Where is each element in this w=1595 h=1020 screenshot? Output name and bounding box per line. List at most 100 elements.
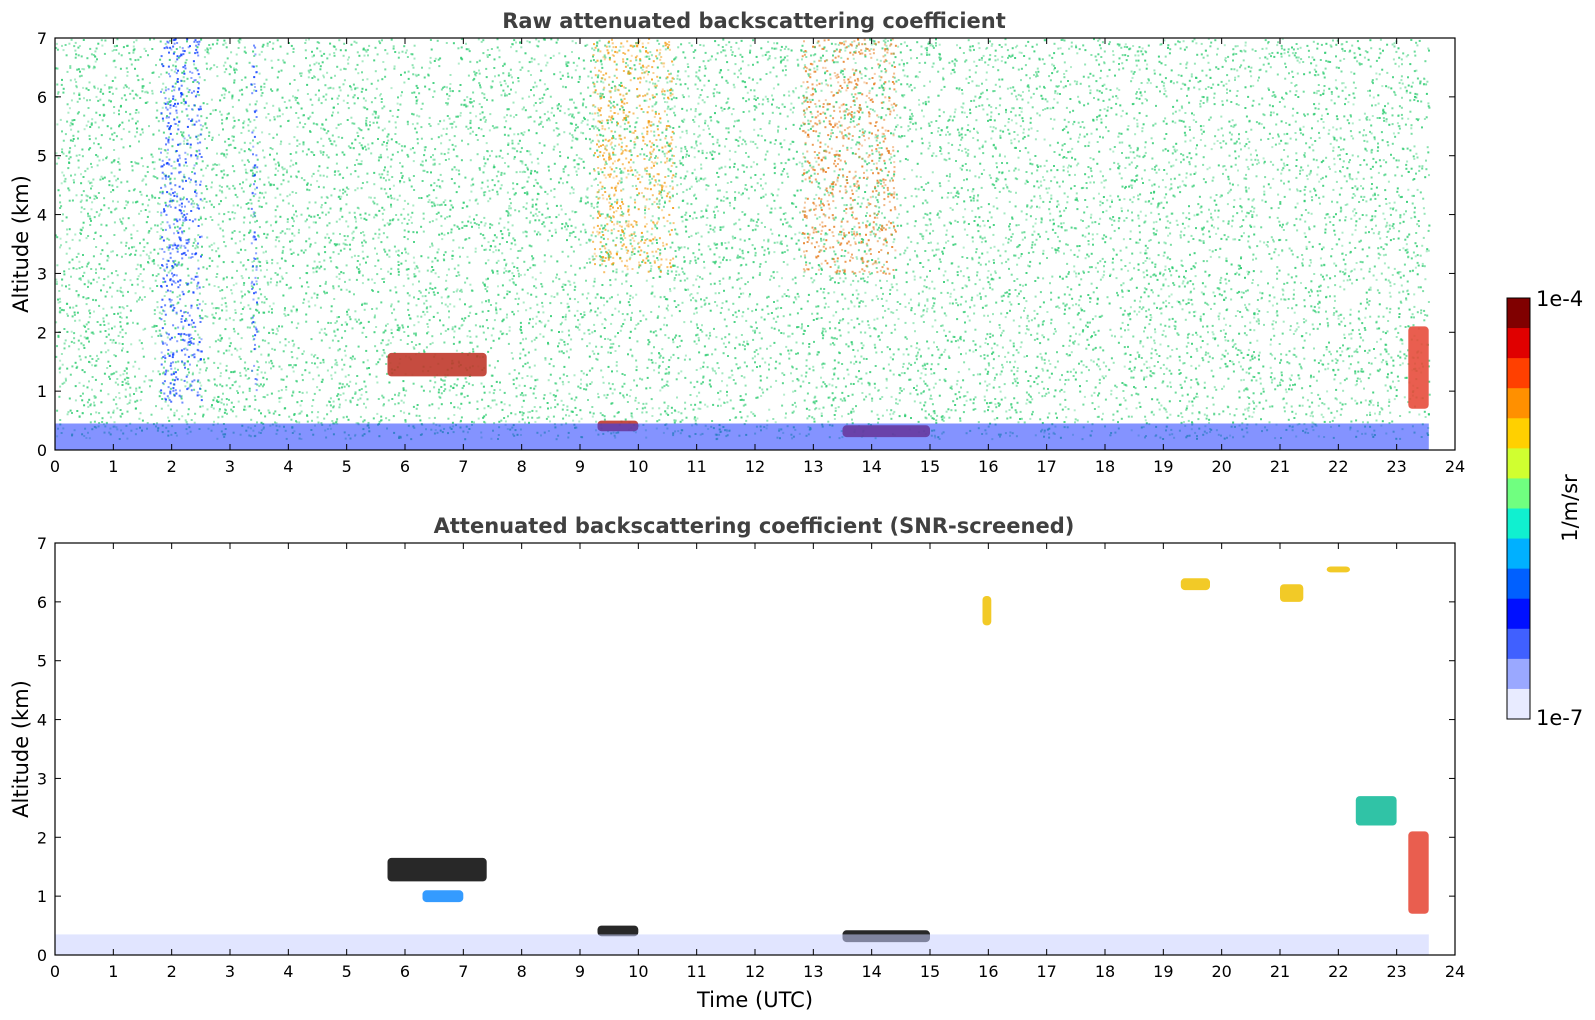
- noise-speck: [1305, 413, 1308, 416]
- noise-speck: [158, 203, 161, 206]
- noise-speck: [92, 255, 95, 258]
- noise-speck: [853, 72, 856, 75]
- noise-speck: [82, 275, 84, 278]
- noise-speck: [177, 360, 180, 363]
- noise-speck: [306, 218, 308, 221]
- noise-speck: [575, 127, 578, 130]
- noise-speck: [1056, 249, 1059, 252]
- noise-speck: [573, 298, 576, 301]
- noise-speck: [274, 245, 277, 248]
- noise-speck: [271, 90, 274, 92]
- noise-speck: [1018, 325, 1021, 328]
- noise-speck: [1024, 236, 1026, 239]
- noise-speck: [217, 223, 220, 226]
- noise-speck: [563, 131, 566, 134]
- noise-speck: [1179, 236, 1182, 239]
- noise-speck: [1124, 384, 1127, 386]
- noise-speck: [1362, 370, 1365, 373]
- noise-speck: [1194, 367, 1197, 370]
- noise-speck: [1375, 161, 1378, 164]
- noise-speck: [662, 356, 665, 359]
- noise-speck: [916, 384, 918, 387]
- noise-speck: [596, 112, 599, 115]
- noise-speck: [164, 86, 167, 89]
- noise-speck: [505, 210, 508, 213]
- noise-speck: [1410, 127, 1413, 130]
- noise-speck: [102, 92, 105, 95]
- noise-speck: [1123, 219, 1126, 222]
- noise-speck: [1213, 199, 1216, 202]
- noise-speck: [218, 133, 220, 136]
- noise-speck: [1030, 172, 1033, 175]
- noise-speck: [1342, 160, 1345, 163]
- noise-speck: [908, 302, 910, 305]
- noise-speck: [318, 216, 321, 219]
- noise-speck: [195, 67, 198, 70]
- noise-speck: [225, 276, 228, 279]
- noise-speck: [831, 378, 834, 381]
- noise-speck: [967, 276, 970, 279]
- noise-speck: [1294, 85, 1296, 88]
- noise-speck: [447, 295, 450, 298]
- noise-speck: [583, 67, 586, 70]
- noise-speck: [123, 278, 126, 281]
- noise-speck: [916, 162, 919, 165]
- noise-speck: [836, 61, 839, 64]
- noise-speck: [1016, 263, 1019, 266]
- noise-speck: [276, 133, 278, 136]
- noise-speck: [1246, 396, 1249, 398]
- noise-speck: [805, 51, 808, 54]
- noise-speck: [1136, 174, 1139, 177]
- noise-speck: [1204, 353, 1207, 356]
- noise-speck: [529, 318, 531, 321]
- noise-speck: [240, 79, 243, 81]
- noise-speck: [658, 353, 661, 355]
- noise-speck: [1074, 371, 1077, 374]
- noise-speck: [365, 88, 368, 91]
- noise-speck: [570, 397, 573, 400]
- noise-speck: [304, 42, 307, 44]
- noise-speck: [153, 248, 156, 251]
- noise-speck: [1382, 248, 1385, 251]
- noise-speck: [243, 46, 246, 49]
- noise-speck: [692, 51, 695, 53]
- noise-speck: [1300, 282, 1302, 284]
- noise-speck: [125, 372, 128, 375]
- noise-speck: [68, 150, 71, 153]
- noise-speck: [938, 356, 941, 359]
- noise-speck: [1036, 67, 1039, 70]
- noise-speck: [999, 134, 1002, 137]
- noise-speck: [498, 222, 501, 225]
- noise-speck: [186, 267, 189, 270]
- noise-speck: [324, 251, 327, 254]
- noise-speck: [248, 405, 251, 408]
- noise-speck: [1109, 273, 1112, 276]
- noise-speck: [1326, 213, 1329, 215]
- noise-speck: [1304, 235, 1307, 238]
- noise-speck: [1186, 405, 1189, 408]
- noise-speck: [592, 412, 595, 415]
- noise-speck: [1207, 86, 1210, 88]
- noise-speck: [747, 251, 750, 254]
- noise-speck: [714, 243, 717, 246]
- noise-speck: [726, 401, 729, 404]
- noise-speck: [535, 181, 538, 184]
- noise-speck: [745, 319, 748, 322]
- noise-speck: [246, 378, 249, 380]
- noise-speck: [999, 254, 1002, 257]
- noise-speck: [1428, 224, 1431, 227]
- noise-speck: [1121, 382, 1124, 384]
- noise-speck: [626, 272, 629, 275]
- noise-speck: [1183, 234, 1186, 237]
- noise-speck: [152, 370, 155, 373]
- noise-speck: [1212, 403, 1215, 406]
- noise-speck: [740, 277, 743, 280]
- noise-speck: [71, 238, 74, 241]
- noise-speck: [598, 140, 600, 143]
- noise-speck: [1135, 175, 1138, 177]
- noise-speck: [135, 39, 138, 42]
- noise-speck: [564, 315, 567, 318]
- noise-speck: [986, 343, 989, 346]
- noise-speck: [362, 361, 365, 364]
- noise-speck: [629, 196, 632, 199]
